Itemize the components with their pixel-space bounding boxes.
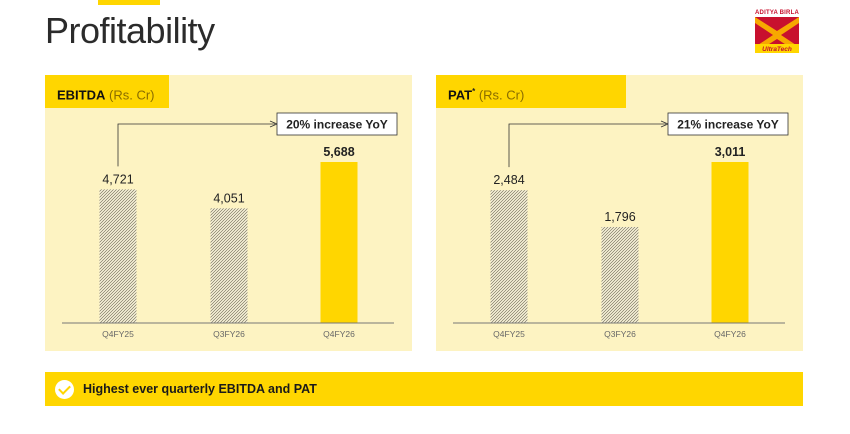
value-label-q3fy26: 1,796 xyxy=(604,210,635,224)
bar-q4fy26 xyxy=(711,162,749,323)
annotation-box xyxy=(667,112,789,136)
annotation-connector-line xyxy=(508,123,666,168)
pat-chart-panel: PAT* (Rs. Cr) 2,484 Q4FY25 1,796 Q3FY26 3,01… xyxy=(436,75,803,351)
category-label-q4fy26: Q4FY26 xyxy=(714,329,746,339)
bar-q4fy26 xyxy=(320,162,358,323)
ebitda-chart-panel: EBITDA (Rs. Cr) 4,721 Q4FY25 4,051 Q3FY26 5,… xyxy=(45,75,412,351)
pat-chart-title: PAT xyxy=(448,87,473,103)
bar-q3fy26 xyxy=(601,226,639,323)
ebitda-panel-header: EBITDA (Rs. Cr) xyxy=(45,75,169,108)
annotation-box xyxy=(276,112,398,136)
annotation-text: 20% increase YoY xyxy=(286,118,388,132)
bar-q4fy25 xyxy=(99,189,137,323)
value-label-q3fy26: 4,051 xyxy=(213,191,244,205)
logo-name: UltraTech xyxy=(762,46,792,53)
footer-highlight-bar: Highest ever quarterly EBITDA and PAT xyxy=(45,372,803,406)
value-label-q4fy26: 5,688 xyxy=(323,145,354,159)
logo-brand-text: ADITYA BIRLA xyxy=(755,10,799,16)
top-accent-bar xyxy=(98,0,160,5)
ebitda-chart-title: EBITDA xyxy=(57,87,106,103)
value-label-q4fy25: 4,721 xyxy=(102,172,133,186)
check-circle-icon xyxy=(55,380,74,399)
pat-bar-chart: 2,484 Q4FY25 1,796 Q3FY26 3,011 Q4FY26 21% inc… xyxy=(453,112,789,339)
page-title: Profitability xyxy=(45,10,215,51)
ebitda-chart-unit: (Rs. Cr) xyxy=(109,87,155,103)
value-label-q4fy26: 3,011 xyxy=(715,145,746,159)
logo-mark-icon: UltraTech xyxy=(755,17,799,53)
category-label-q4fy25: Q4FY25 xyxy=(493,329,525,339)
aditya-birla-ultratech-logo: ADITYA BIRLA UltraTech xyxy=(752,10,802,54)
ebitda-bar-chart: 4,721 Q4FY25 4,051 Q3FY26 5,688 Q4FY26 20% inc… xyxy=(62,112,398,339)
category-label-q4fy26: Q4FY26 xyxy=(323,329,355,339)
category-label-q3fy26: Q3FY26 xyxy=(213,329,245,339)
bar-q4fy25 xyxy=(490,190,528,323)
category-label-q4fy25: Q4FY25 xyxy=(102,329,134,339)
annotation-connector-line xyxy=(117,123,275,167)
annotation-text: 21% increase YoY xyxy=(677,118,779,132)
footer-text: Highest ever quarterly EBITDA and PAT xyxy=(83,382,317,396)
category-label-q3fy26: Q3FY26 xyxy=(604,329,636,339)
pat-title-suffix: * xyxy=(472,87,476,96)
pat-panel-header: PAT* (Rs. Cr) xyxy=(436,75,626,108)
bar-q3fy26 xyxy=(210,208,248,323)
value-label-q4fy25: 2,484 xyxy=(493,173,524,187)
pat-chart-unit: (Rs. Cr) xyxy=(478,87,525,103)
